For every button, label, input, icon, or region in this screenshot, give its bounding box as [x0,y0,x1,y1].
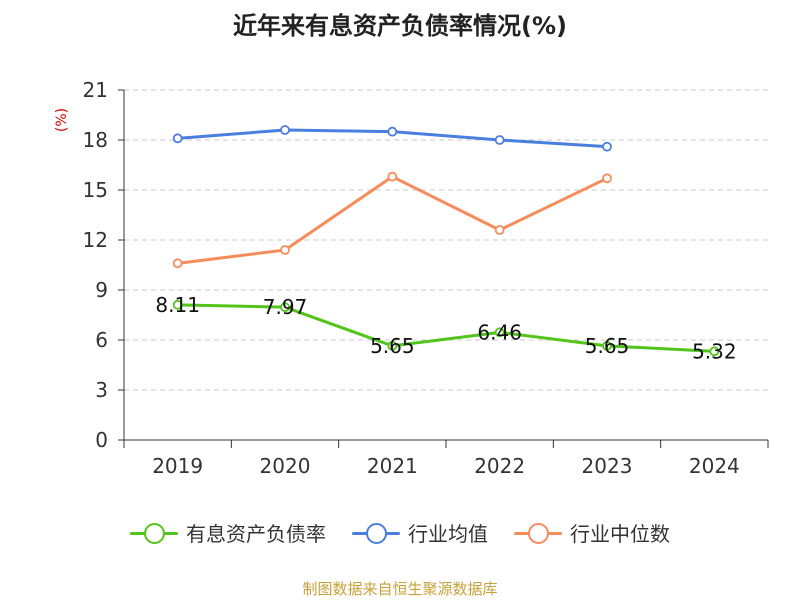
y-tick-label: 6 [95,328,108,352]
legend-item-series-0[interactable]: 有息资产负债率 [130,518,326,547]
x-tick-label: 2021 [367,454,418,478]
legend-label: 行业均值 [408,522,488,546]
data-point [494,225,505,235]
y-tick-label: 21 [83,78,108,102]
y-tick-label: 12 [83,228,108,252]
data-label: 6.46 [477,320,522,344]
legend-marker-icon [352,521,400,545]
chart-title: 近年来有息资产负债率情况(%) [233,12,567,40]
data-point [172,258,183,269]
data-label: 5.32 [692,339,737,363]
x-tick-label: 2020 [260,454,311,478]
data-point [387,126,398,137]
data-label: 5.65 [585,334,630,358]
data-point [602,340,612,351]
x-tick-label: 2022 [474,454,525,478]
data-point [172,133,183,144]
data-point [494,327,505,338]
data-point [709,346,720,357]
y-tick-label: 18 [83,128,108,152]
x-ticks: 2019 2020 2021 2022 2023 2024 [123,440,769,478]
data-point [494,135,505,145]
data-point [280,245,290,255]
data-label: 7.97 [263,295,308,319]
data-point [172,299,183,310]
x-tick-label: 2023 [582,454,633,478]
series-group [172,125,720,357]
data-point [280,125,290,135]
data-label: 8.11 [155,293,200,317]
data-label: 5.65 [370,334,415,358]
legend-item-series-2[interactable]: 行业中位数 [514,518,670,547]
data-point [387,340,398,351]
y-ticks: 0 3 6 9 12 15 18 21 [83,78,124,452]
y-tick-label: 3 [95,378,108,402]
axes [123,90,768,441]
series-line-0 [176,303,716,353]
legend-marker-icon [130,521,178,545]
x-tick-label: 2024 [689,454,740,478]
legend-item-series-1[interactable]: 行业均值 [352,518,488,547]
y-tick-label: 0 [95,428,108,452]
x-tick-label: 2019 [152,454,203,478]
data-labels: 8.11 7.97 5.65 6.46 5.65 5.32 [155,293,736,364]
y-tick-label: 15 [83,178,108,202]
data-point [387,171,398,182]
data-point [602,141,612,152]
legend-label: 行业中位数 [570,522,670,546]
legend-marker-icon [514,521,562,545]
y-tick-label: 9 [95,278,108,302]
data-point [602,173,612,184]
data-point [280,302,290,313]
source-note: 制图数据来自恒生聚源数据库 [302,580,498,598]
legend: 有息资产负债率 行业均值 行业中位数 [0,518,800,547]
legend-label: 有息资产负债率 [186,522,326,546]
